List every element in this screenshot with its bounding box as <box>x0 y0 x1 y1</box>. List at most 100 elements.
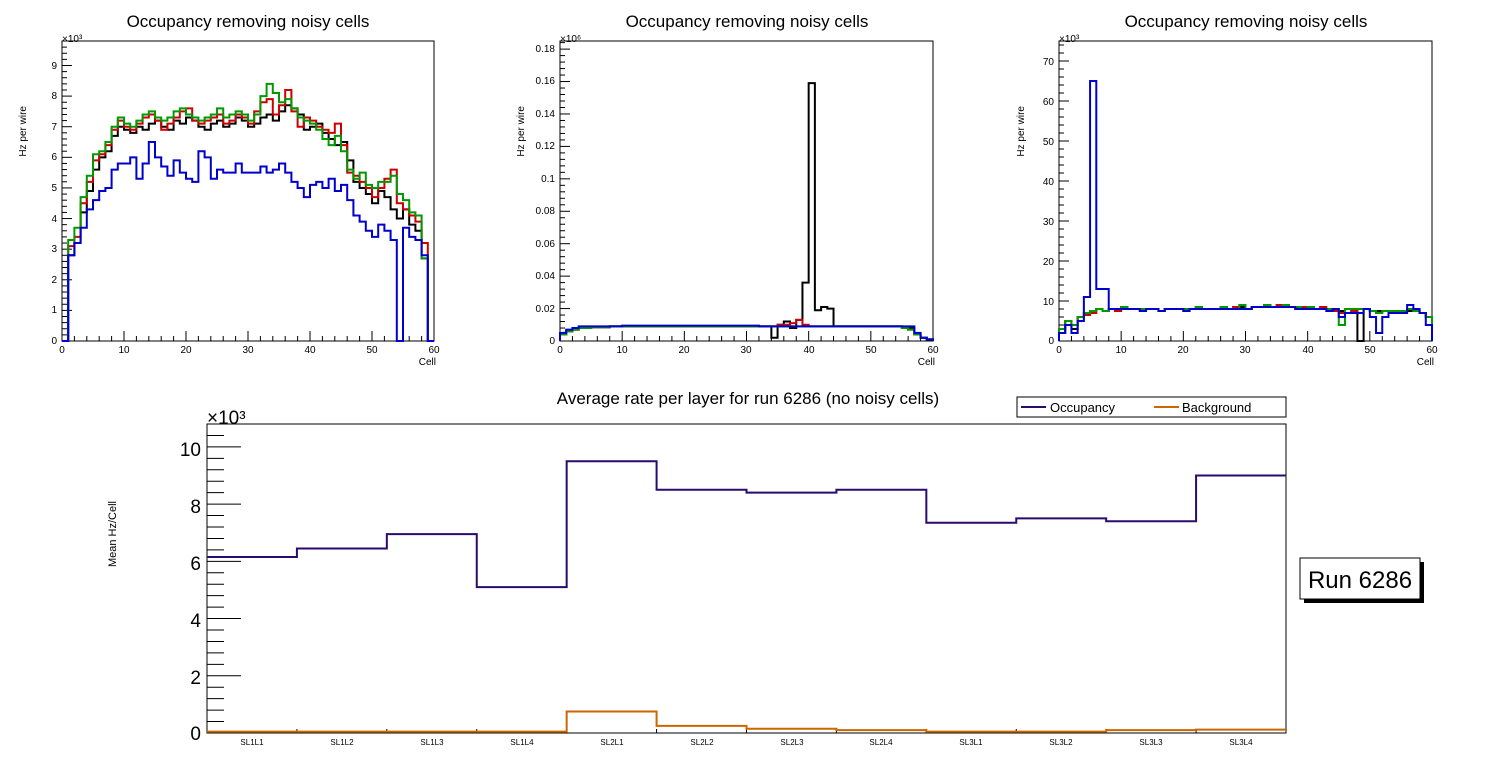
panel-1-y-tick: 3 <box>51 244 57 255</box>
panel-2-y-tick: 0.06 <box>536 239 556 250</box>
summary-y-tick: 4 <box>190 611 201 632</box>
histogram-layer-green <box>62 82 434 342</box>
legend-label-background: Background <box>1182 400 1251 415</box>
panel-1-y-multiplier: ×10³ <box>62 34 83 45</box>
panel-2-y-ticks: 0 0.02 0.04 0.06 0.08 0.1 0.12 0.14 0.16… <box>536 44 556 347</box>
summary-y-multiplier: ×10³ <box>207 408 246 429</box>
panel-1-x-tick: 0 <box>59 345 65 356</box>
panel-1-y-tick: 8 <box>51 91 57 102</box>
summary-tick-marks <box>206 423 1287 734</box>
histogram-layer-blue <box>1058 80 1433 341</box>
histogram-layer-green <box>1058 304 1433 341</box>
panel-3-y-ticks: 0 10 20 30 40 50 60 70 <box>1043 57 1055 347</box>
panel-1-y-tick: 6 <box>51 152 57 163</box>
average-rate-panel: Average rate per layer for run 6286 (no … <box>107 389 1424 747</box>
panel-1-y-tick: 7 <box>51 122 57 133</box>
panel-1-tick-marks <box>61 40 435 342</box>
panel-3-tick-marks <box>1058 44 1433 342</box>
panel-3-y-tick: 20 <box>1043 257 1055 268</box>
panel-3-x-tick: 0 <box>1056 345 1062 356</box>
panel-1-x-tick: 50 <box>366 345 378 356</box>
category-label: SL1L3 <box>420 738 444 747</box>
panel-2-x-label: Cell <box>918 357 935 368</box>
panel-1-x-ticks: 0 10 20 30 40 50 60 <box>59 345 440 356</box>
panel-2-y-multiplier: ×10⁶ <box>560 34 581 45</box>
panel-3-x-label: Cell <box>1417 357 1434 368</box>
panel-2-y-tick: 0.16 <box>536 76 556 87</box>
panel-3-y-label: Hz per wire <box>1016 106 1027 157</box>
panel-2-x-tick: 50 <box>865 345 877 356</box>
category-label: SL2L4 <box>869 738 893 747</box>
category-label: SL1L4 <box>510 738 534 747</box>
summary-y-tick: 6 <box>190 554 201 575</box>
summary-y-ticks: 0 2 4 6 8 10 <box>180 440 202 745</box>
panel-2-frame <box>559 40 934 342</box>
panel-3-title: Occupancy removing noisy cells <box>1125 12 1368 31</box>
category-label: SL3L1 <box>959 738 983 747</box>
category-label: SL3L3 <box>1139 738 1163 747</box>
panel-3-y-tick: 30 <box>1043 217 1055 228</box>
occupancy-panel-1: Occupancy removing noisy cells ×10³ Hz p… <box>18 12 440 368</box>
occupancy-panel-2: Occupancy removing noisy cells ×10⁶ Hz p… <box>516 12 939 368</box>
panel-1-y-tick: 1 <box>51 305 57 316</box>
panel-2-y-label: Hz per wire <box>516 106 527 157</box>
panel-1-y-ticks: 0 1 2 3 4 5 6 7 8 9 <box>51 61 57 347</box>
panel-2-x-ticks: 0 10 20 30 40 50 60 <box>557 345 939 356</box>
panel-2-y-tick: 0.04 <box>536 271 556 282</box>
panel-3-y-tick: 70 <box>1043 57 1055 68</box>
panel-3-series-group <box>1058 80 1433 342</box>
panel-1-x-tick: 20 <box>180 345 192 356</box>
panel-1-y-tick: 4 <box>51 214 57 225</box>
run-label-box: Run 6286 <box>1299 557 1424 603</box>
panel-1-y-label: Hz per wire <box>18 106 29 157</box>
panel-2-y-tick: 0 <box>549 336 555 347</box>
category-label: SL3L4 <box>1229 738 1253 747</box>
panel-2-x-tick: 10 <box>616 345 628 356</box>
panel-3-x-tick: 60 <box>1426 345 1438 356</box>
panel-3-x-ticks: 0 10 20 30 40 50 60 <box>1056 345 1438 356</box>
panel-3-y-tick: 60 <box>1043 97 1055 108</box>
category-label: SL1L1 <box>240 738 264 747</box>
panel-2-y-tick: 0.18 <box>536 44 556 55</box>
panel-1-title: Occupancy removing noisy cells <box>127 12 370 31</box>
panel-1-x-tick: 10 <box>118 345 130 356</box>
panel-2-y-tick: 0.08 <box>536 206 556 217</box>
panel-3-y-tick: 50 <box>1043 137 1055 148</box>
summary-series-group <box>207 460 1286 733</box>
panel-1-x-tick: 30 <box>242 345 254 356</box>
histogram-layer-black <box>559 82 934 341</box>
panel-2-x-tick: 40 <box>803 345 815 356</box>
panel-3-x-tick: 30 <box>1239 345 1251 356</box>
summary-x-categories: SL1L1 SL1L2 SL1L3 SL1L4 SL2L1 SL2L2 SL2L… <box>240 738 1253 747</box>
panel-1-y-tick: 5 <box>51 183 57 194</box>
panel-1-x-label: Cell <box>419 357 436 368</box>
panel-2-x-tick: 30 <box>740 345 752 356</box>
panel-1-y-tick: 2 <box>51 275 57 286</box>
category-label: SL2L2 <box>690 738 714 747</box>
category-label: SL2L3 <box>780 738 804 747</box>
panel-2-x-tick: 60 <box>927 345 939 356</box>
panel-3-y-multiplier: ×10³ <box>1059 34 1080 45</box>
series-background <box>207 710 1286 733</box>
run-label-text: Run 6286 <box>1308 567 1412 594</box>
series-occupancy <box>207 460 1286 589</box>
category-label: SL3L2 <box>1049 738 1073 747</box>
panel-2-x-tick: 0 <box>557 345 563 356</box>
summary-frame <box>206 423 1287 734</box>
histogram-layer-blue <box>62 141 434 342</box>
panel-3-x-tick: 40 <box>1302 345 1314 356</box>
panel-2-y-tick: 0.02 <box>536 304 556 315</box>
panel-2-tick-marks <box>559 42 934 342</box>
panel-3-frame <box>1058 40 1433 342</box>
panel-3-x-tick: 50 <box>1364 345 1376 356</box>
category-label: SL1L2 <box>330 738 354 747</box>
legend: Occupancy Background <box>1016 396 1287 418</box>
summary-y-label: Mean Hz/Cell <box>107 501 119 567</box>
summary-y-tick: 8 <box>190 497 201 518</box>
occupancy-panel-3: Occupancy removing noisy cells ×10³ Hz p… <box>1016 12 1438 368</box>
panel-3-y-tick: 10 <box>1043 297 1055 308</box>
category-label: SL2L1 <box>600 738 624 747</box>
panel-1-y-tick: 9 <box>51 61 57 72</box>
legend-box <box>1016 396 1287 418</box>
